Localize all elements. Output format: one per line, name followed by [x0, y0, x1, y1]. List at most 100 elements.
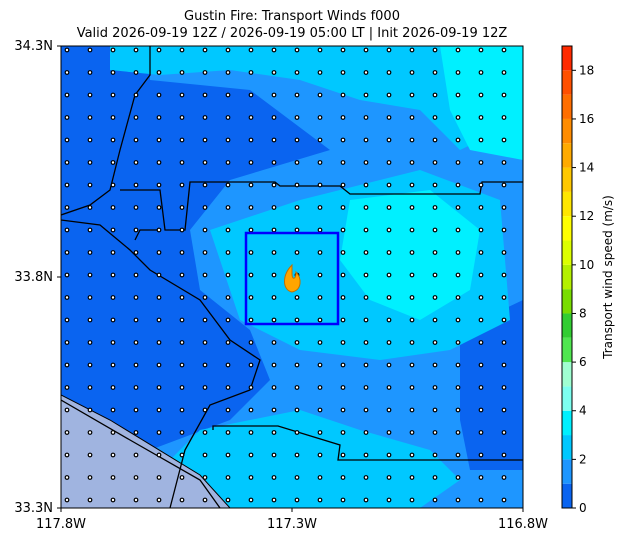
wind-barb	[271, 362, 277, 368]
wind-barb	[432, 385, 438, 390]
wind-barb	[432, 475, 438, 480]
wind-barb	[363, 70, 369, 75]
field	[440, 46, 523, 160]
wind-barb	[248, 250, 254, 255]
colorbar-tick-label: 12	[579, 209, 594, 223]
wind-barb	[133, 340, 139, 345]
wind-barb	[294, 340, 300, 345]
wind-barb	[317, 70, 323, 75]
wind-barb	[455, 407, 461, 413]
wind-barb	[64, 452, 70, 458]
wind-barb	[455, 340, 461, 345]
wind-barb	[478, 497, 484, 503]
wind-barb	[179, 70, 185, 75]
wind-barb	[110, 362, 116, 368]
wind-barb	[340, 340, 346, 345]
colorbar-band	[562, 386, 572, 411]
wind-barb	[110, 137, 116, 143]
wind-barb	[386, 70, 392, 75]
lon-tick-label: 117.8W	[36, 517, 86, 532]
wind-barb	[340, 430, 346, 435]
wind-barb	[225, 407, 231, 413]
wind-barb	[501, 407, 507, 413]
wind-barb	[202, 137, 208, 143]
wind-barb	[271, 47, 277, 53]
wind-barb	[317, 385, 323, 390]
wind-barb	[110, 227, 116, 233]
wind-barb	[478, 407, 484, 413]
wind-barb	[340, 137, 346, 143]
wind-barb	[133, 137, 139, 143]
wind-barb	[363, 430, 369, 435]
colorbar-tick-label: 4	[579, 404, 587, 418]
wind-barb	[409, 250, 415, 255]
wind-barb	[64, 475, 70, 480]
lat-tick-label: 34.3N	[14, 39, 53, 54]
wind-barb	[363, 497, 369, 503]
lat-tick-label: 33.3N	[14, 501, 53, 516]
wind-barb	[432, 92, 438, 98]
wind-barb	[409, 47, 415, 53]
wind-barb	[478, 47, 484, 53]
wind-barb	[363, 452, 369, 458]
wind-barb	[87, 430, 93, 435]
wind-barb	[248, 92, 254, 98]
wind-barb	[225, 115, 231, 120]
wind-barb	[179, 385, 185, 390]
wind-barb	[271, 385, 277, 390]
wind-barb	[455, 205, 461, 210]
wind-barb	[202, 497, 208, 503]
wind-barb	[202, 385, 208, 390]
wind-barb	[271, 272, 277, 278]
wind-barb	[248, 272, 254, 278]
colorbar-band	[562, 167, 572, 192]
wind-barb	[179, 497, 185, 503]
wind-barb	[409, 227, 415, 233]
wind-barb	[501, 340, 507, 345]
wind-barb	[271, 497, 277, 503]
wind-barb	[271, 182, 277, 188]
wind-barb	[156, 362, 162, 368]
wind-barb	[386, 272, 392, 278]
wind-barb	[455, 115, 461, 120]
wind-barb	[386, 137, 392, 143]
fire-box	[244, 231, 340, 326]
wind-barb	[409, 182, 415, 188]
wind-barb	[317, 340, 323, 345]
wind-barb	[64, 385, 70, 390]
wind-barb	[202, 475, 208, 480]
wind-barb	[271, 452, 277, 458]
wind-barb	[432, 272, 438, 278]
field	[160, 410, 460, 508]
wind-barb	[87, 250, 93, 255]
wind-barb	[501, 115, 507, 120]
wind-barb	[110, 475, 116, 480]
wind-barb	[248, 115, 254, 120]
wind-barb	[133, 407, 139, 413]
wind-barb	[225, 272, 231, 278]
wind-barb	[363, 160, 369, 165]
wind-barb	[225, 70, 231, 75]
wind-barb	[133, 385, 139, 390]
wind-barb	[386, 115, 392, 120]
wind-barb	[110, 430, 116, 435]
wind-barb	[455, 47, 461, 53]
wind-barb	[432, 160, 438, 165]
wind-barb	[133, 317, 139, 323]
wind-barb	[432, 407, 438, 413]
wind-barb	[294, 205, 300, 210]
wind-barb	[501, 47, 507, 53]
wind-barb	[110, 272, 116, 278]
wind-barb	[110, 160, 116, 165]
wind-barb	[340, 70, 346, 75]
wind-barb	[133, 92, 139, 98]
wind-barb	[248, 182, 254, 188]
wind-barb	[363, 137, 369, 143]
wind-barb	[156, 407, 162, 413]
wind-barb	[455, 362, 461, 368]
wind-barb	[386, 317, 392, 323]
wind-barb	[133, 475, 139, 480]
wind-barb	[386, 160, 392, 165]
wind-barb	[340, 407, 346, 413]
wind-barb	[225, 340, 231, 345]
